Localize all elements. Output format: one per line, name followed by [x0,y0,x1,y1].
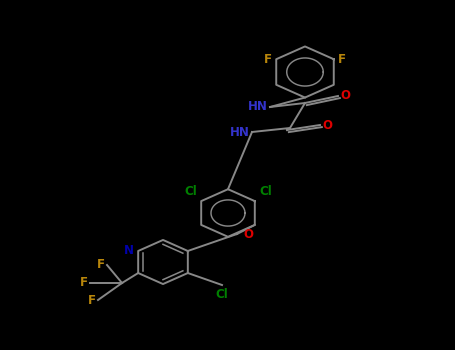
Text: F: F [80,276,88,289]
Text: F: F [264,53,272,66]
Text: Cl: Cl [216,288,228,301]
Text: F: F [88,294,96,307]
Text: O: O [340,90,350,103]
Text: F: F [97,259,105,272]
Text: N: N [124,244,134,258]
Text: O: O [244,228,254,240]
Text: O: O [322,119,332,132]
Text: Cl: Cl [259,184,272,198]
Text: HN: HN [248,100,268,113]
Text: HN: HN [230,126,250,139]
Text: Cl: Cl [184,184,197,198]
Text: F: F [339,53,346,66]
